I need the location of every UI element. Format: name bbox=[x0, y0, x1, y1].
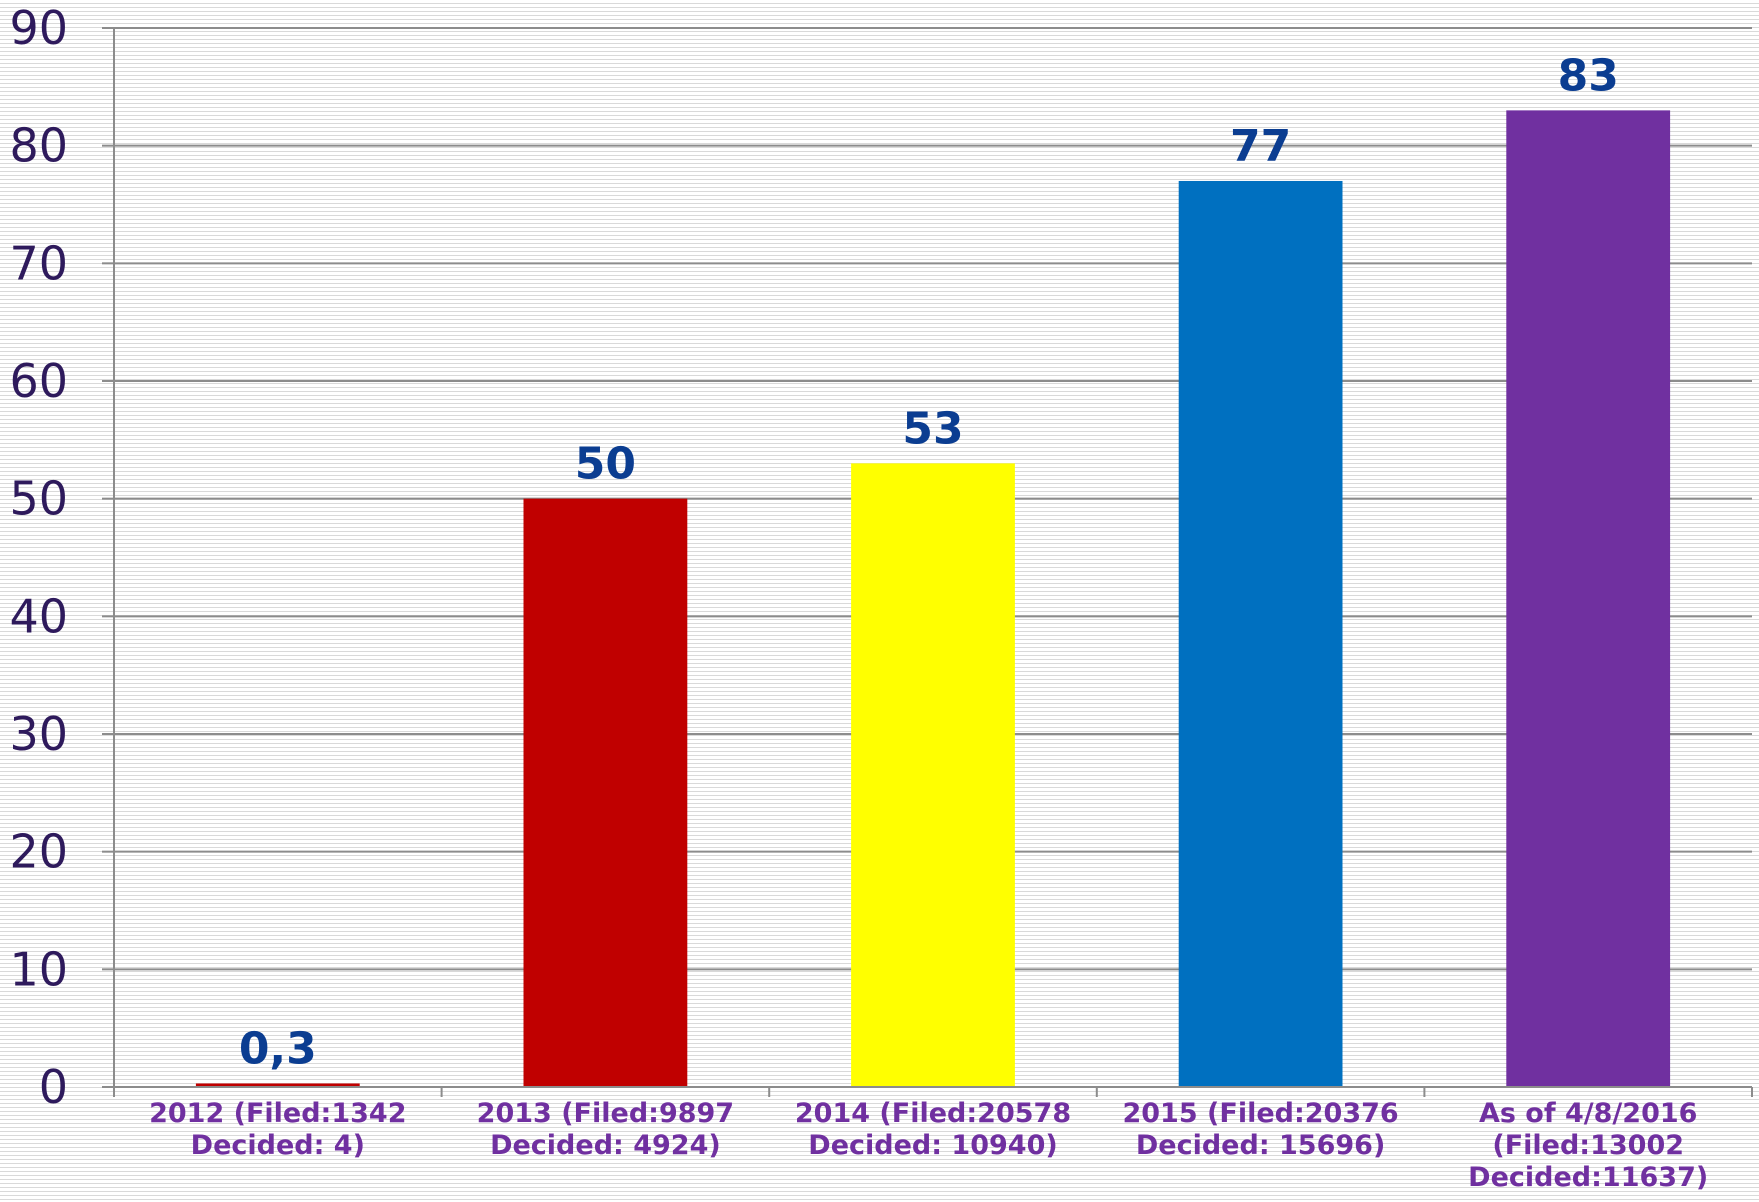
y-tick-label-40: 40 bbox=[9, 589, 68, 643]
category-label-4-line-1: (Filed:13002 bbox=[1492, 1130, 1684, 1161]
data-label-1: 50 bbox=[575, 439, 636, 490]
y-tick-label-0: 0 bbox=[39, 1060, 68, 1114]
data-label-2: 53 bbox=[902, 403, 963, 454]
category-label-1-line-0: 2013 (Filed:9897 bbox=[477, 1098, 734, 1129]
y-tick-label-30: 30 bbox=[9, 707, 68, 761]
y-tick-label-50: 50 bbox=[9, 472, 68, 526]
bar-3 bbox=[1178, 180, 1343, 1087]
data-label-0: 0,3 bbox=[239, 1023, 317, 1074]
category-label-3-line-0: 2015 (Filed:20376 bbox=[1122, 1098, 1398, 1129]
category-label-1-line-1: Decided: 4924) bbox=[490, 1130, 721, 1161]
bar-0 bbox=[195, 1083, 360, 1087]
category-label-0-line-0: 2012 (Filed:1342 bbox=[149, 1098, 406, 1129]
category-label-0: 2012 (Filed:1342 Decided: 4) bbox=[149, 1098, 406, 1161]
category-label-2-line-0: 2014 (Filed:20578 bbox=[795, 1098, 1071, 1129]
category-label-4-line-2: Decided:11637) bbox=[1468, 1162, 1708, 1193]
y-tick-label-10: 10 bbox=[9, 942, 68, 996]
bar-1 bbox=[523, 498, 688, 1088]
y-tick-label-70: 70 bbox=[9, 236, 68, 290]
axes bbox=[102, 27, 1753, 1097]
x-axis-category-labels: 2012 (Filed:1342 Decided: 4) 2013 (Filed:9… bbox=[149, 1098, 1708, 1193]
y-tick-label-90: 90 bbox=[9, 1, 68, 55]
data-labels: 0,3 50 53 77 83 bbox=[239, 50, 1619, 1074]
category-label-4-line-0: As of 4/8/2016 bbox=[1479, 1098, 1698, 1129]
bars bbox=[195, 110, 1671, 1088]
category-label-4: As of 4/8/2016 (Filed:13002 Decided:11637) bbox=[1468, 1098, 1708, 1193]
category-label-1: 2013 (Filed:9897 Decided: 4924) bbox=[477, 1098, 734, 1161]
category-label-3: 2015 (Filed:20376 Decided: 15696) bbox=[1122, 1098, 1398, 1161]
y-axis-tick-labels: 0 10 20 30 40 50 60 70 80 90 bbox=[9, 1, 68, 1114]
category-label-3-line-1: Decided: 15696) bbox=[1136, 1130, 1385, 1161]
category-label-0-line-1: Decided: 4) bbox=[191, 1130, 365, 1161]
y-tick-label-60: 60 bbox=[9, 354, 68, 408]
category-label-2: 2014 (Filed:20578 Decided: 10940) bbox=[795, 1098, 1071, 1161]
y-tick-label-80: 80 bbox=[9, 119, 68, 173]
data-label-3: 77 bbox=[1230, 121, 1291, 172]
bar-2 bbox=[851, 463, 1015, 1087]
category-label-2-line-1: Decided: 10940) bbox=[808, 1130, 1057, 1161]
bar-4 bbox=[1506, 110, 1671, 1087]
data-label-4: 83 bbox=[1558, 50, 1619, 101]
y-tick-label-20: 20 bbox=[9, 825, 68, 879]
